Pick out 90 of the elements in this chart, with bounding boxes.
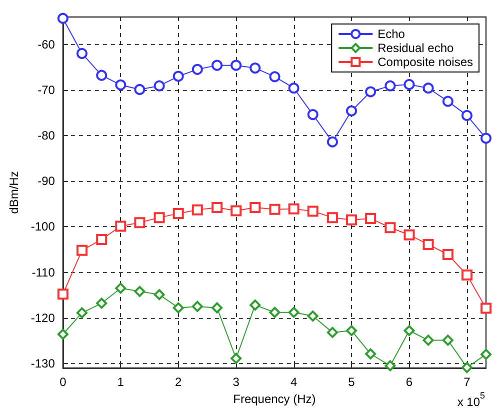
point	[365, 348, 376, 360]
point	[326, 326, 338, 338]
x-tick-label: 5	[348, 375, 356, 389]
point	[288, 203, 300, 214]
point	[154, 289, 165, 300]
x-axis-title: Frequency (Hz)	[233, 392, 316, 406]
point	[422, 334, 434, 346]
point	[115, 282, 126, 294]
point	[76, 244, 88, 256]
legend-label: Composite noises	[378, 55, 474, 69]
point	[134, 286, 146, 297]
point	[269, 204, 280, 215]
point	[250, 300, 261, 311]
point	[442, 334, 454, 346]
point	[365, 212, 376, 224]
point	[384, 222, 396, 234]
x-tick-label: 0	[60, 375, 67, 389]
point	[192, 64, 203, 75]
legend-label: Residual echo	[378, 41, 454, 55]
point	[230, 60, 242, 71]
point	[461, 110, 472, 121]
point	[365, 86, 376, 98]
point	[212, 302, 223, 314]
point	[57, 328, 68, 340]
legend-label: Echo	[378, 27, 406, 41]
y-tick-label: -70	[38, 82, 56, 97]
point	[96, 234, 108, 245]
x-tick-label: 2	[175, 375, 182, 389]
point	[404, 229, 415, 240]
point	[307, 310, 318, 322]
y-tick-label: -130	[30, 356, 56, 370]
point	[96, 298, 108, 309]
y-tick-label: -90	[38, 174, 56, 188]
point	[307, 206, 318, 217]
point	[404, 78, 415, 90]
point	[212, 202, 223, 214]
point	[346, 105, 358, 116]
point	[192, 204, 203, 216]
point	[115, 79, 126, 90]
y-tick-label: -120	[30, 310, 56, 325]
point	[307, 109, 318, 120]
point	[230, 352, 242, 364]
point	[76, 307, 88, 318]
point	[404, 325, 415, 336]
point	[384, 80, 396, 92]
point	[346, 214, 358, 226]
point	[172, 70, 184, 82]
point	[346, 325, 358, 336]
x-tick-label: 1	[117, 375, 124, 389]
point	[269, 306, 280, 318]
x-tick-label: 6	[406, 375, 413, 389]
point	[230, 205, 242, 216]
point	[172, 208, 184, 219]
point	[96, 70, 108, 81]
point	[461, 362, 472, 374]
y-tick-label: -80	[38, 128, 56, 143]
x-tick-label: 4	[290, 375, 298, 389]
point	[442, 96, 454, 107]
point	[115, 220, 126, 232]
point	[57, 12, 68, 24]
point	[480, 302, 492, 314]
point	[212, 60, 223, 71]
point	[134, 84, 146, 95]
point	[154, 80, 165, 92]
y-tick-label: -110	[32, 265, 56, 280]
point	[480, 132, 492, 144]
point	[384, 360, 396, 372]
point	[76, 48, 88, 59]
point	[250, 202, 261, 214]
point	[288, 82, 300, 94]
point	[57, 288, 68, 300]
point	[442, 248, 454, 260]
y-tick-label: -100	[30, 220, 56, 234]
point	[422, 82, 434, 94]
point	[480, 348, 492, 360]
point	[326, 136, 338, 148]
point	[172, 302, 184, 314]
point	[422, 238, 434, 250]
point	[288, 306, 300, 318]
point	[192, 300, 203, 312]
y-axis-title: dBm/Hz	[7, 171, 21, 214]
point	[134, 217, 146, 228]
point	[154, 212, 165, 224]
x-tick-label: 7	[464, 375, 471, 389]
point	[250, 62, 261, 74]
point	[269, 71, 280, 82]
point	[326, 212, 338, 224]
y-tick-label: -60	[38, 37, 56, 52]
x-tick-label: 3	[232, 375, 240, 389]
point	[461, 270, 472, 281]
